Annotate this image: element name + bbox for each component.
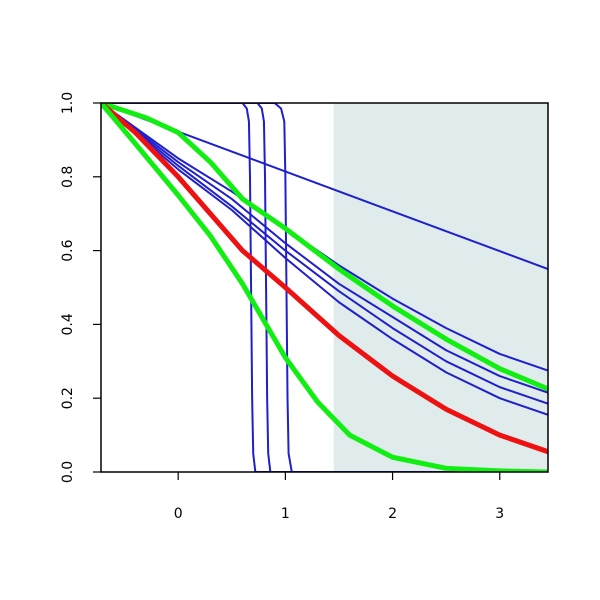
series-line-11 (101, 103, 548, 472)
series-line-7 (101, 103, 548, 472)
axes: 0 1 2 3 0.0 0.2 0.4 0.6 0.8 1.0 (60, 92, 504, 522)
series-line-9 (101, 103, 548, 392)
x-tick-label: 2 (388, 506, 397, 522)
x-tick-label: 1 (281, 506, 290, 522)
series-line-10 (101, 103, 548, 455)
series-line-8 (101, 103, 548, 472)
y-tick-label: 0.4 (60, 313, 76, 335)
x-tick-label: 0 (174, 506, 183, 522)
series-layer (101, 103, 548, 472)
plot-frame (100, 102, 549, 473)
series-line-6 (101, 103, 548, 472)
series-line-4 (101, 103, 548, 405)
y-tick-label: 0.0 (60, 461, 76, 483)
y-tick-label: 0.2 (60, 387, 76, 409)
series-line-5 (101, 103, 548, 416)
y-tick-label: 0.6 (60, 239, 76, 261)
series-line-3 (101, 103, 548, 394)
series-line-2 (101, 103, 548, 372)
y-tick-label: 1.0 (60, 92, 76, 114)
y-tick-label: 0.8 (60, 166, 76, 188)
x-tick-label: 3 (495, 506, 504, 522)
